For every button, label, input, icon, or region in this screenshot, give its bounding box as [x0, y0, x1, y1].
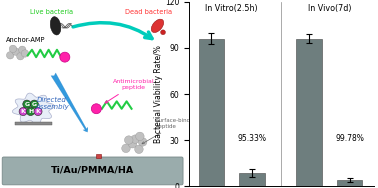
Circle shape [23, 100, 31, 108]
Circle shape [124, 136, 133, 144]
Circle shape [128, 139, 137, 148]
Text: Surface-binding
peptide: Surface-binding peptide [142, 118, 199, 144]
Text: G: G [24, 102, 29, 107]
Text: Directed
Assembly: Directed Assembly [35, 97, 69, 110]
Circle shape [131, 135, 139, 143]
Circle shape [136, 132, 144, 141]
Ellipse shape [151, 19, 164, 33]
Circle shape [6, 52, 14, 59]
Ellipse shape [50, 17, 61, 35]
Text: 99.78%: 99.78% [335, 134, 364, 143]
FancyBboxPatch shape [15, 122, 52, 125]
Circle shape [138, 138, 147, 146]
Text: Ti/Au/PMMA/HA: Ti/Au/PMMA/HA [51, 166, 134, 175]
Polygon shape [12, 93, 54, 124]
Circle shape [60, 52, 70, 62]
Bar [337, 180, 363, 186]
Circle shape [19, 108, 27, 116]
Circle shape [26, 108, 35, 116]
Circle shape [17, 52, 24, 60]
Circle shape [12, 48, 19, 55]
Circle shape [161, 30, 166, 35]
Text: In Vivo(7d): In Vivo(7d) [308, 4, 351, 13]
FancyBboxPatch shape [2, 157, 183, 185]
Circle shape [9, 45, 17, 52]
Circle shape [34, 108, 42, 116]
Bar [199, 39, 224, 186]
Text: 95.33%: 95.33% [237, 134, 266, 143]
Bar [239, 173, 265, 186]
Bar [296, 39, 322, 186]
Circle shape [19, 46, 26, 53]
Text: K: K [36, 109, 40, 114]
Text: Anchor-AMP: Anchor-AMP [6, 37, 45, 43]
Text: H: H [28, 109, 33, 114]
Text: G: G [32, 102, 37, 107]
Circle shape [122, 144, 130, 153]
Text: K: K [21, 109, 26, 114]
Text: Live bacteria: Live bacteria [30, 9, 73, 15]
Circle shape [91, 104, 101, 114]
Y-axis label: Bacterial Viability Rate/%: Bacterial Viability Rate/% [155, 45, 163, 143]
Circle shape [135, 145, 143, 154]
Circle shape [21, 50, 29, 57]
Text: Dead bacteria: Dead bacteria [125, 9, 172, 15]
Text: In Vitro(2.5h): In Vitro(2.5h) [205, 4, 258, 13]
Text: Antimicrobial
peptide: Antimicrobial peptide [105, 79, 154, 103]
FancyBboxPatch shape [96, 154, 101, 158]
Circle shape [30, 100, 38, 108]
